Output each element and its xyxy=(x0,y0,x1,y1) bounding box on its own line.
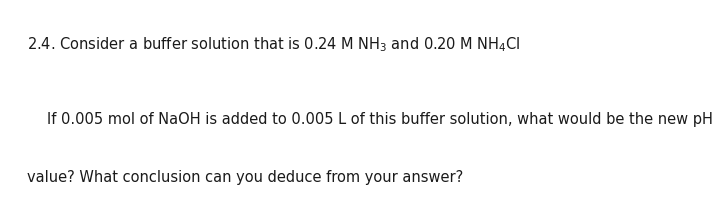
Text: value? What conclusion can you deduce from your answer?: value? What conclusion can you deduce fr… xyxy=(27,170,464,185)
Text: 2.4. Consider a buffer solution that is 0.24 M NH$_3$ and 0.20 M NH$_4$Cl: 2.4. Consider a buffer solution that is … xyxy=(27,35,521,54)
Text: If 0.005 mol of NaOH is added to 0.005 L of this buffer solution, what would be : If 0.005 mol of NaOH is added to 0.005 L… xyxy=(47,112,713,127)
